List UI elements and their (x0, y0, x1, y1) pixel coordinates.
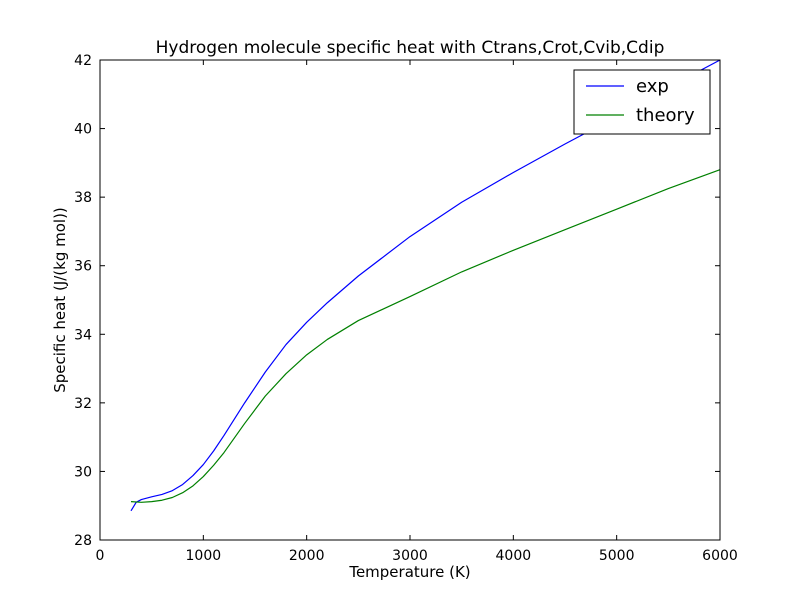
x-tick-label: 3000 (392, 548, 428, 564)
legend: exp theory (573, 69, 711, 135)
x-tick-label: 1000 (186, 548, 222, 564)
legend-label-theory: theory (636, 105, 695, 126)
y-tick-label: 32 (74, 396, 92, 412)
plot-frame (99, 59, 721, 541)
y-tick-label: 34 (74, 327, 92, 343)
legend-label-exp: exp (636, 76, 669, 97)
series-line-theory (130, 169, 721, 503)
y-tick-label: 38 (74, 190, 92, 206)
y-tick-label: 40 (74, 122, 92, 138)
y-tick-label: 36 (74, 259, 92, 275)
series-layer (130, 59, 721, 512)
x-tick-label: 6000 (702, 548, 738, 564)
y-tick-label: 28 (74, 533, 92, 549)
plot-area (100, 60, 720, 540)
x-tick-label: 0 (96, 548, 105, 564)
ticks-layer: 0 1000 2000 3000 4000 5000 6000 28 30 32 34 36 38 40 4… (74, 53, 738, 564)
legend-box (573, 69, 711, 135)
series-line-exp (130, 59, 721, 512)
chart-title: Hydrogen molecule specific heat with Ctr… (156, 38, 665, 58)
y-tick-label: 30 (74, 464, 92, 480)
y-axis-title: Specific heat (J/(kg mol)) (51, 207, 69, 393)
x-tick-label: 4000 (496, 548, 532, 564)
x-axis-title: Temperature (K) (348, 563, 470, 581)
y-tick-label: 42 (74, 53, 92, 69)
x-tick-label: 2000 (289, 548, 325, 564)
x-tick-label: 5000 (599, 548, 635, 564)
